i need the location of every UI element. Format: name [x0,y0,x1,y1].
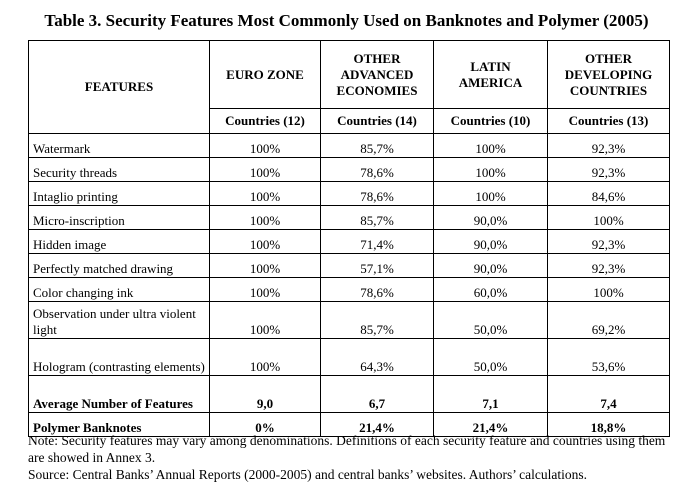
value-cell: 92,3% [547,253,670,278]
feature-cell: Hidden image [28,229,210,254]
table-row: Perfectly matched drawing 100% 57,1% 90,0% 9… [28,253,670,278]
value-cell: 53,6% [547,338,670,376]
value-cell: 64,3% [320,338,434,376]
value-cell: 78,6% [320,157,434,182]
value-cell: 6,7 [320,375,434,413]
value-cell: 100% [209,253,321,278]
value-cell: 100% [209,338,321,376]
feature-cell: Hologram (contrasting elements) [28,338,210,376]
value-cell: 100% [209,157,321,182]
table-row: Micro-inscription 100% 85,7% 90,0% 100% [28,205,670,230]
value-cell: 85,7% [320,301,434,339]
value-cell: 71,4% [320,229,434,254]
value-cell: 92,3% [547,157,670,182]
subheader-cell: Countries (12) [209,108,321,134]
value-cell: 100% [433,181,548,206]
value-cell: 21,4% [320,412,434,437]
header-cell: OTHER ADVANCED ECONOMIES [320,40,434,109]
value-cell: 85,7% [320,133,434,158]
table-row: Polymer Banknotes 0% 21,4% 21,4% 18,8% [28,412,670,437]
value-cell: 100% [209,205,321,230]
value-cell: 92,3% [547,133,670,158]
table-row: Security threads 100% 78,6% 100% 92,3% [28,157,670,182]
value-cell: 90,0% [433,229,548,254]
header-cell: LATIN AMERICA [433,40,548,109]
feature-cell: Average Number of Features [28,375,210,413]
table-row: Observation under ultra violent light 100… [28,301,670,339]
value-cell: 9,0 [209,375,321,413]
value-cell: 21,4% [433,412,548,437]
subheader-row: Countries (12) Countries (14) Countries (1… [29,108,670,134]
table-row: Hidden image 100% 71,4% 90,0% 92,3% [28,229,670,254]
subheader-cell: Countries (14) [320,108,434,134]
value-cell: 100% [209,229,321,254]
value-cell: 18,8% [547,412,670,437]
feature-cell: Observation under ultra violent light [28,301,210,339]
table-row: Average Number of Features 9,0 6,7 7,1 7,4 [28,375,670,413]
table-row: Hologram (contrasting elements) 100% 64,3%… [28,338,670,376]
value-cell: 57,1% [320,253,434,278]
value-cell: 100% [209,133,321,158]
table-row: Intaglio printing 100% 78,6% 100% 84,6% [28,181,670,206]
header-cell: FEATURES [28,40,210,134]
note: Source: Central Banks’ Annual Reports (2… [28,467,587,482]
value-cell: 78,6% [320,181,434,206]
header-cell: EURO ZONE [209,40,321,109]
subheader-cell: Countries (13) [547,108,670,134]
header-row: FEATURES EURO ZONE OTHER ADVANCED ECONOMIE… [28,40,670,134]
table: FEATURES EURO ZONE OTHER ADVANCED ECONOMIE… [28,40,670,437]
value-cell: 100% [547,277,670,302]
feature-cell: Perfectly matched drawing [28,253,210,278]
value-cell: 90,0% [433,205,548,230]
value-cell: 60,0% [433,277,548,302]
notes: Note: Security features may vary among d… [28,432,668,483]
value-cell: 50,0% [433,301,548,339]
value-cell: 100% [547,205,670,230]
value-cell: 90,0% [433,253,548,278]
value-cell: 92,3% [547,229,670,254]
value-cell: 7,4 [547,375,670,413]
subheader-cell: Countries (10) [433,108,548,134]
value-cell: 84,6% [547,181,670,206]
feature-cell: Intaglio printing [28,181,210,206]
value-cell: 100% [209,301,321,339]
feature-cell: Micro-inscription [28,205,210,230]
header-cell: OTHER DEVELOPING COUNTRIES [547,40,670,109]
value-cell: 50,0% [433,338,548,376]
value-cell: 100% [209,277,321,302]
value-cell: 100% [209,181,321,206]
table-title: Table 3. Security Features Most Commonly… [44,11,649,30]
feature-cell: Watermark [28,133,210,158]
value-cell: 7,1 [433,375,548,413]
value-cell: 100% [433,157,548,182]
feature-cell: Security threads [28,157,210,182]
table-row: Color changing ink 100% 78,6% 60,0% 100% [28,277,670,302]
table-row: Watermark 100% 85,7% 100% 92,3% [28,133,670,158]
value-cell: 69,2% [547,301,670,339]
value-cell: 85,7% [320,205,434,230]
note: Note: Security features may vary among d… [28,433,666,465]
feature-cell: Color changing ink [28,277,210,302]
value-cell: 100% [433,133,548,158]
value-cell: 78,6% [320,277,434,302]
